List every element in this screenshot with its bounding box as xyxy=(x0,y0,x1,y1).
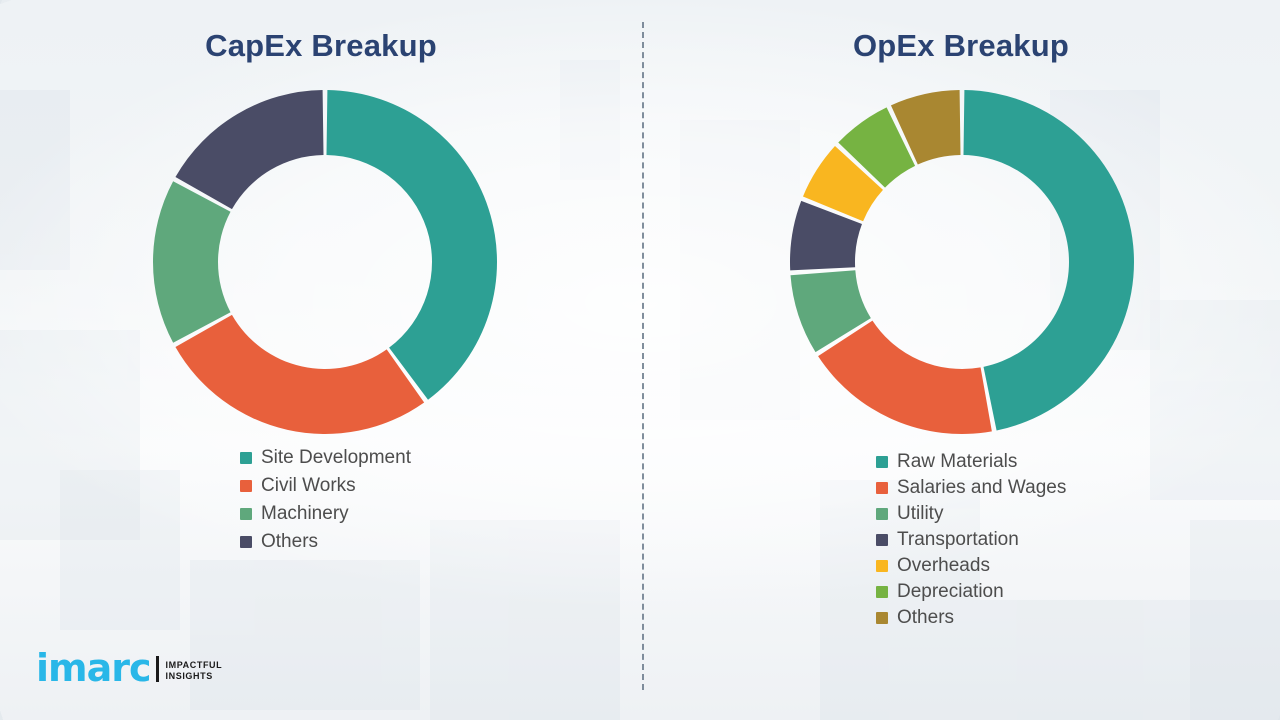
imarc-logo: imarc IMPACTFUL INSIGHTS xyxy=(36,646,223,690)
legend-swatch-icon xyxy=(876,533,888,546)
legend-item-label: Others xyxy=(897,607,955,628)
legend-item-label: Transportation xyxy=(897,529,1019,550)
legend-item-label: Machinery xyxy=(261,503,349,524)
legend-item[interactable]: Salaries and Wages xyxy=(876,478,1066,497)
opex-legend: Raw Materials Salaries and Wages Utility Tr… xyxy=(876,452,1066,634)
legend-item[interactable]: Others xyxy=(876,608,1066,627)
legend-item-label: Utility xyxy=(897,503,944,524)
donut-segment-utility[interactable] xyxy=(790,270,871,353)
logo-tagline-line1: IMPACTFUL xyxy=(165,659,223,670)
donut-segment-overheads[interactable] xyxy=(802,146,883,222)
donut-segment-machinery[interactable] xyxy=(153,181,231,343)
opex-donut-chart xyxy=(782,82,1142,442)
capex-panel: CapEx Breakup Site Development Civil Work… xyxy=(145,28,505,560)
legend-swatch-icon xyxy=(876,611,888,624)
legend-item-label: Salaries and Wages xyxy=(897,477,1067,498)
legend-item[interactable]: Transportation xyxy=(876,530,1066,549)
logo-tagline: IMPACTFUL INSIGHTS xyxy=(166,660,223,683)
legend-swatch-icon xyxy=(240,507,252,520)
donut-segment-others[interactable] xyxy=(890,90,961,165)
logo-tagline-line2: INSIGHTS xyxy=(165,670,213,681)
donut-segment-transportation[interactable] xyxy=(790,200,862,271)
legend-swatch-icon xyxy=(876,455,888,468)
legend-item[interactable]: Raw Materials xyxy=(876,452,1066,471)
legend-item-label: Site Development xyxy=(261,447,411,468)
panel-divider xyxy=(642,22,644,690)
opex-chart-title: OpEx Breakup xyxy=(852,28,1070,63)
legend-item[interactable]: Overheads xyxy=(876,556,1066,575)
opex-donut-svg xyxy=(790,90,1134,434)
logo-wordmark: imarc xyxy=(36,646,152,690)
legend-swatch-icon xyxy=(876,507,888,520)
legend-item[interactable]: Machinery xyxy=(240,504,411,523)
legend-item-label: Overheads xyxy=(897,555,990,576)
capex-legend: Site Development Civil Works Machinery Othe… xyxy=(240,448,411,560)
capex-chart-title: CapEx Breakup xyxy=(205,28,437,63)
donut-segment-civil-works[interactable] xyxy=(175,314,425,434)
legend-item[interactable]: Civil Works xyxy=(240,476,411,495)
legend-swatch-icon xyxy=(876,481,888,494)
capex-donut-chart xyxy=(145,82,505,442)
legend-swatch-icon xyxy=(240,535,252,548)
legend-item-label: Depreciation xyxy=(897,581,1004,602)
legend-item-label: Others xyxy=(261,531,319,552)
legend-item[interactable]: Depreciation xyxy=(876,582,1066,601)
donut-segment-raw-materials[interactable] xyxy=(963,90,1134,431)
legend-item[interactable]: Site Development xyxy=(240,448,411,467)
legend-item-label: Raw Materials xyxy=(897,451,1018,472)
legend-item[interactable]: Utility xyxy=(876,504,1066,523)
donut-segment-site-development[interactable] xyxy=(326,90,498,400)
capex-donut-svg xyxy=(153,90,498,434)
legend-swatch-icon xyxy=(876,585,888,598)
opex-panel: OpEx Breakup Raw Materials Salaries and W… xyxy=(642,0,1280,720)
legend-item-label: Civil Works xyxy=(261,475,356,496)
legend-item[interactable]: Others xyxy=(240,532,411,551)
donut-segment-depreciation[interactable] xyxy=(838,107,916,188)
legend-swatch-icon xyxy=(876,559,888,572)
donut-segment-salaries-and-wages[interactable] xyxy=(818,320,992,434)
legend-swatch-icon xyxy=(240,451,252,464)
donut-segment-others[interactable] xyxy=(175,90,324,210)
logo-divider-bar xyxy=(155,656,159,683)
legend-swatch-icon xyxy=(240,479,252,492)
